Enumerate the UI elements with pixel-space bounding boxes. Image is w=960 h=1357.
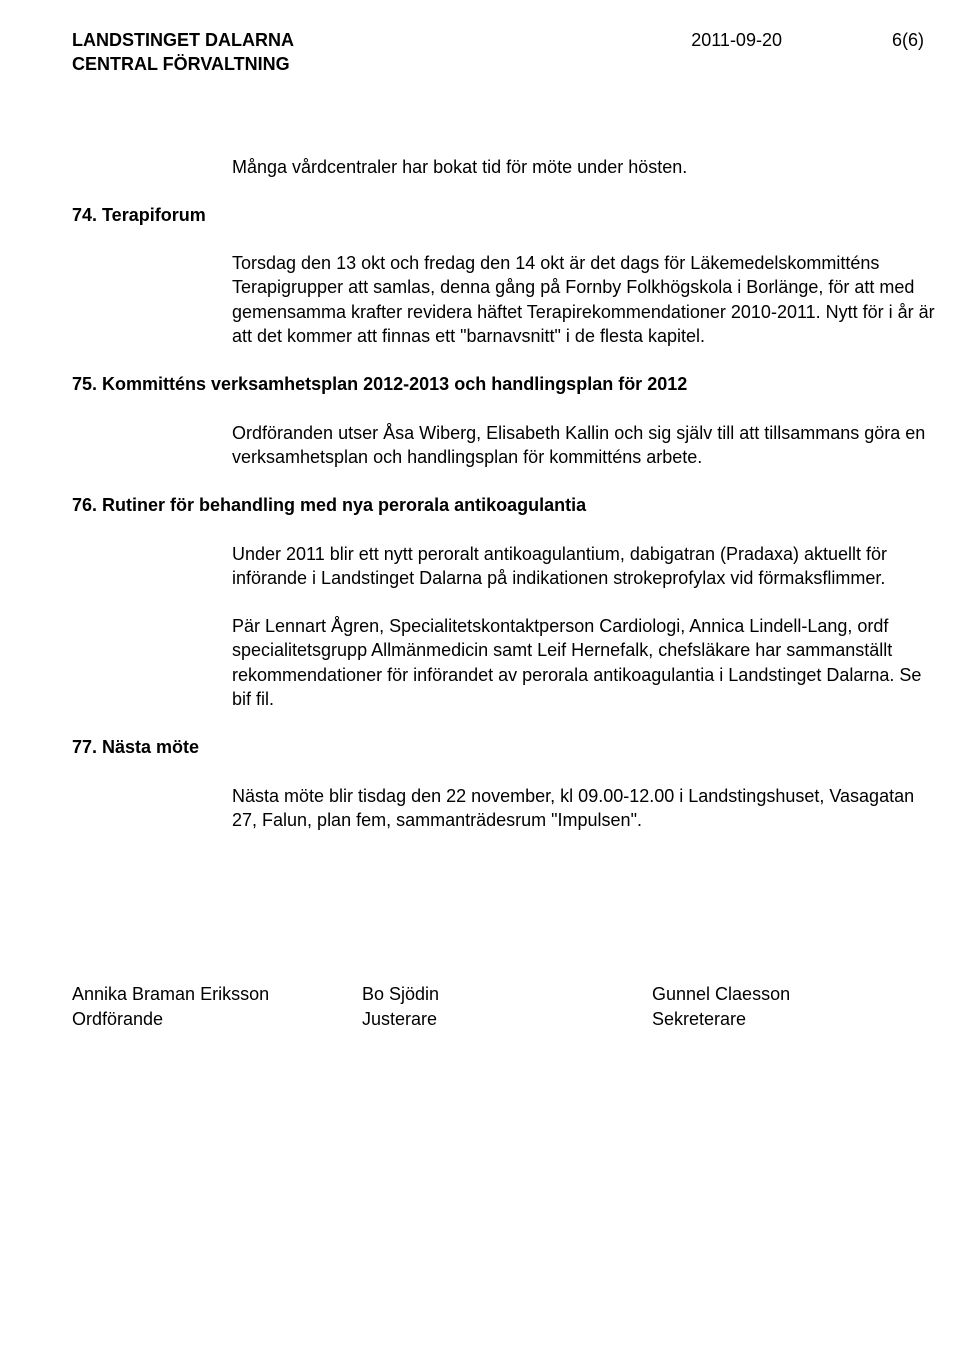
header-org-line1: LANDSTINGET DALARNA (72, 28, 294, 52)
header-right: 2011-09-20 6(6) (691, 28, 942, 77)
signature-center: Bo Sjödin Justerare (362, 982, 652, 1031)
header-org-line2: CENTRAL FÖRVALTNING (72, 52, 294, 76)
signature-block: Annika Braman Eriksson Ordförande Bo Sjö… (72, 982, 942, 1031)
section-75-paragraph: Ordföranden utser Åsa Wiberg, Elisabeth … (232, 421, 942, 470)
signature-right-name: Gunnel Claesson (652, 982, 942, 1006)
signature-left-name: Annika Braman Eriksson (72, 982, 362, 1006)
document-body: Många vårdcentraler har bokat tid för mö… (72, 155, 942, 833)
intro-paragraph: Många vårdcentraler har bokat tid för mö… (232, 155, 942, 179)
document-page: LANDSTINGET DALARNA CENTRAL FÖRVALTNING … (0, 0, 960, 1357)
signature-right-role: Sekreterare (652, 1007, 942, 1031)
page-header: LANDSTINGET DALARNA CENTRAL FÖRVALTNING … (72, 28, 942, 77)
section-75-heading: 75. Kommitténs verksamhetsplan 2012-2013… (72, 372, 942, 396)
signature-center-role: Justerare (362, 1007, 652, 1031)
signature-left: Annika Braman Eriksson Ordförande (72, 982, 362, 1031)
header-org: LANDSTINGET DALARNA CENTRAL FÖRVALTNING (72, 28, 294, 77)
signature-right: Gunnel Claesson Sekreterare (652, 982, 942, 1031)
section-76-paragraph-1: Under 2011 blir ett nytt peroralt antiko… (232, 542, 942, 591)
section-76-paragraph-2: Pär Lennart Ågren, Specialitetskontaktpe… (232, 614, 942, 711)
section-77-heading: 77. Nästa möte (72, 735, 942, 759)
section-76-heading: 76. Rutiner för behandling med nya peror… (72, 493, 942, 517)
section-74-paragraph: Torsdag den 13 okt och fredag den 14 okt… (232, 251, 942, 348)
section-74-heading: 74. Terapiforum (72, 203, 942, 227)
section-77-paragraph: Nästa möte blir tisdag den 22 november, … (232, 784, 942, 833)
header-page-number: 6(6) (892, 28, 924, 77)
header-date: 2011-09-20 (691, 28, 782, 77)
signature-left-role: Ordförande (72, 1007, 362, 1031)
signature-center-name: Bo Sjödin (362, 982, 652, 1006)
